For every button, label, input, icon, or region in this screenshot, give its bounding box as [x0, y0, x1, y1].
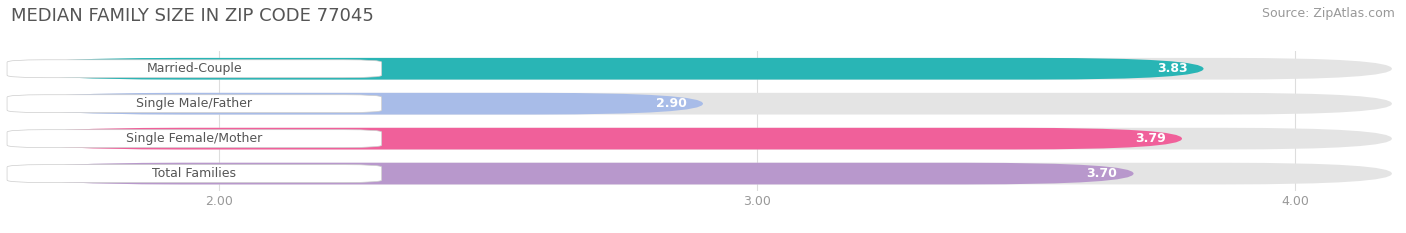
Text: 3.83: 3.83	[1157, 62, 1188, 75]
Text: Single Male/Father: Single Male/Father	[136, 97, 252, 110]
FancyBboxPatch shape	[7, 165, 381, 182]
Text: 3.70: 3.70	[1087, 167, 1118, 180]
Text: Single Female/Mother: Single Female/Mother	[127, 132, 263, 145]
FancyBboxPatch shape	[14, 93, 703, 115]
FancyBboxPatch shape	[7, 130, 381, 147]
FancyBboxPatch shape	[14, 58, 1392, 80]
FancyBboxPatch shape	[14, 163, 1133, 185]
FancyBboxPatch shape	[7, 95, 381, 113]
FancyBboxPatch shape	[14, 93, 1392, 115]
Text: 2.90: 2.90	[657, 97, 688, 110]
Text: Married-Couple: Married-Couple	[146, 62, 242, 75]
Text: Source: ZipAtlas.com: Source: ZipAtlas.com	[1261, 7, 1395, 20]
Text: MEDIAN FAMILY SIZE IN ZIP CODE 77045: MEDIAN FAMILY SIZE IN ZIP CODE 77045	[11, 7, 374, 25]
FancyBboxPatch shape	[14, 58, 1204, 80]
FancyBboxPatch shape	[14, 128, 1392, 150]
Text: 3.79: 3.79	[1135, 132, 1166, 145]
FancyBboxPatch shape	[14, 163, 1392, 185]
FancyBboxPatch shape	[7, 60, 381, 78]
FancyBboxPatch shape	[14, 128, 1182, 150]
Text: Total Families: Total Families	[152, 167, 236, 180]
